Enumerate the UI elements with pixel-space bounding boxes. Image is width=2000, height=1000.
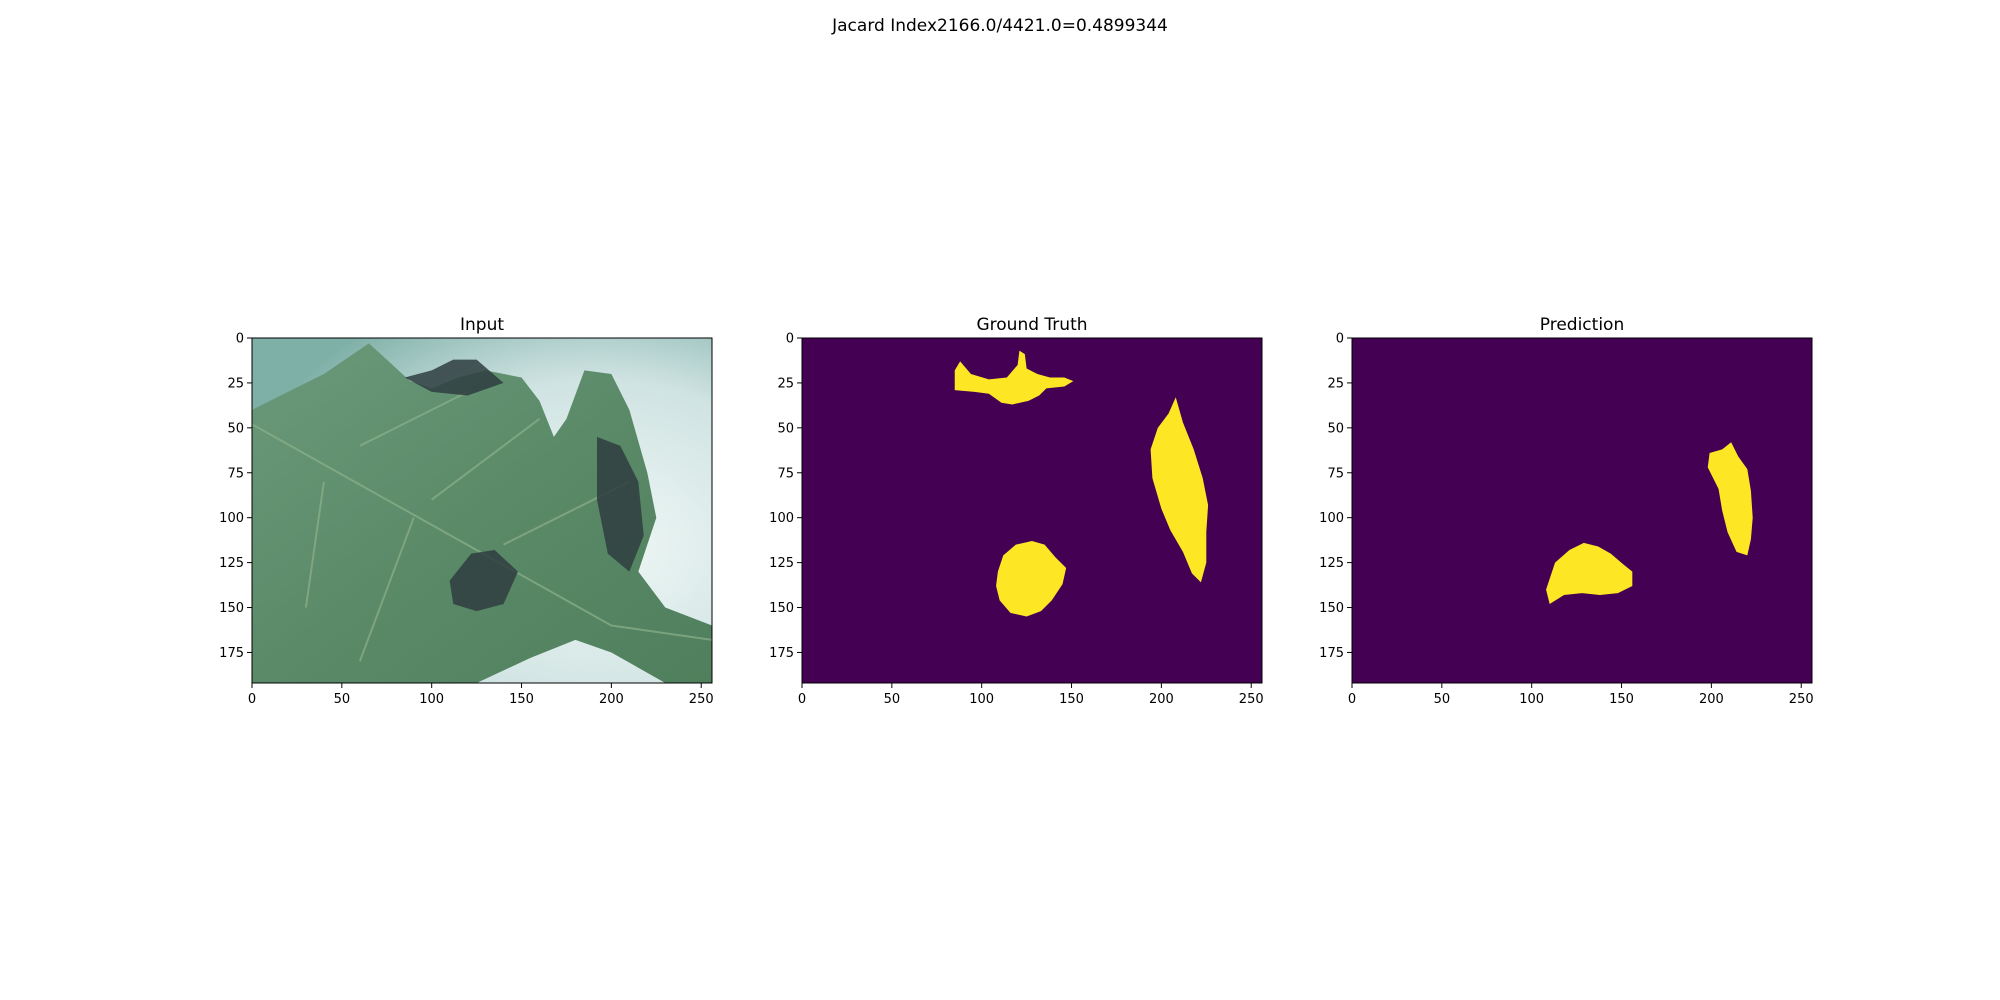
lesion-spot — [404, 359, 504, 396]
y-tick-label: 125 — [1319, 556, 1344, 571]
leaf-vein — [358, 517, 415, 662]
y-tick-label: 100 — [1319, 511, 1344, 526]
x-tick-label: 100 — [969, 692, 994, 707]
x-tick-label: 250 — [1789, 692, 1814, 707]
mask-blob-top — [954, 350, 1074, 405]
y-tick-label: 75 — [777, 466, 794, 481]
leaf-shape — [252, 343, 712, 683]
x-tick-label: 0 — [1348, 692, 1356, 707]
x-tick-label: 0 — [798, 692, 806, 707]
x-tick-label: 200 — [1699, 692, 1724, 707]
x-tick-label: 150 — [1059, 692, 1084, 707]
prediction-panel: Prediction 0 50 100 150 200 250 0 25 50 75 100 125 15… — [1302, 300, 1842, 720]
image-area — [252, 338, 712, 683]
y-tick-label: 0 — [236, 332, 244, 347]
axes-frame — [801, 337, 1263, 684]
y-tick-label: 25 — [227, 376, 244, 391]
chart-title: Prediction — [1540, 315, 1624, 335]
mask-blob-right — [1150, 397, 1209, 583]
x-tick-label: 50 — [334, 692, 351, 707]
y-tick-label: 125 — [769, 556, 794, 571]
x-tick-label: 0 — [248, 692, 256, 707]
y-tick-label: 75 — [1327, 466, 1344, 481]
leaf-vein — [252, 423, 712, 641]
x-tick-label: 100 — [1519, 692, 1544, 707]
y-tick-label: 175 — [219, 646, 244, 661]
mask-blob-right — [1707, 442, 1753, 556]
input-panel: Input 0 50 100 150 200 250 0 25 50 75 100 125 150 175 — [202, 300, 742, 720]
y-tick-label: 0 — [786, 332, 794, 347]
y-tick-label: 175 — [769, 646, 794, 661]
y-tick-label: 50 — [777, 421, 794, 436]
mask-blob-bottom — [1546, 542, 1633, 604]
ground-truth-panel: Ground Truth 0 50 100 150 200 250 0 25 50 75 100 125… — [752, 300, 1292, 720]
x-tick-label: 100 — [419, 692, 444, 707]
x-tick-label: 150 — [509, 692, 534, 707]
prediction-axes: Prediction 0 50 100 150 200 250 0 25 50 75 100 125 15… — [1319, 315, 1814, 707]
leaf-vein — [304, 481, 325, 608]
y-tick-label: 175 — [1319, 646, 1344, 661]
x-tick-label: 200 — [1149, 692, 1174, 707]
image-area — [1352, 338, 1812, 683]
ground-truth-axes: Ground Truth 0 50 100 150 200 250 0 25 50 75 100 125… — [769, 315, 1264, 707]
y-tick-label: 100 — [769, 511, 794, 526]
y-tick-label: 50 — [227, 421, 244, 436]
axes-frame — [251, 337, 713, 684]
y-tick-label: 0 — [1336, 332, 1344, 347]
y-tick-label: 125 — [219, 556, 244, 571]
x-tick-label: 250 — [689, 692, 714, 707]
lesion-spot — [597, 436, 644, 572]
leaf-vein — [431, 418, 541, 501]
y-tick-label: 150 — [219, 601, 244, 616]
chart-title: Input — [460, 315, 504, 335]
chart-title: Ground Truth — [976, 315, 1087, 335]
x-tick-label: 50 — [1434, 692, 1451, 707]
x-tick-label: 200 — [599, 692, 624, 707]
x-tick-label: 150 — [1609, 692, 1634, 707]
y-tick-label: 75 — [227, 466, 244, 481]
figure-suptitle: Jacard Index2166.0/4421.0=0.4899344 — [832, 16, 1168, 36]
y-tick-label: 50 — [1327, 421, 1344, 436]
y-tick-label: 100 — [219, 511, 244, 526]
x-tick-label: 250 — [1239, 692, 1264, 707]
image-area — [802, 338, 1262, 683]
x-tick-label: 50 — [884, 692, 901, 707]
y-tick-label: 150 — [769, 601, 794, 616]
mask-blob-bottom — [996, 541, 1067, 617]
input-axes: Input 0 50 100 150 200 250 0 25 50 75 100 125 150 175 — [219, 315, 714, 707]
lesion-spot — [449, 550, 518, 612]
y-tick-label: 150 — [1319, 601, 1344, 616]
leaf-vein — [359, 391, 469, 447]
y-tick-label: 25 — [1327, 376, 1344, 391]
axes-frame — [1351, 337, 1813, 684]
y-tick-label: 25 — [777, 376, 794, 391]
